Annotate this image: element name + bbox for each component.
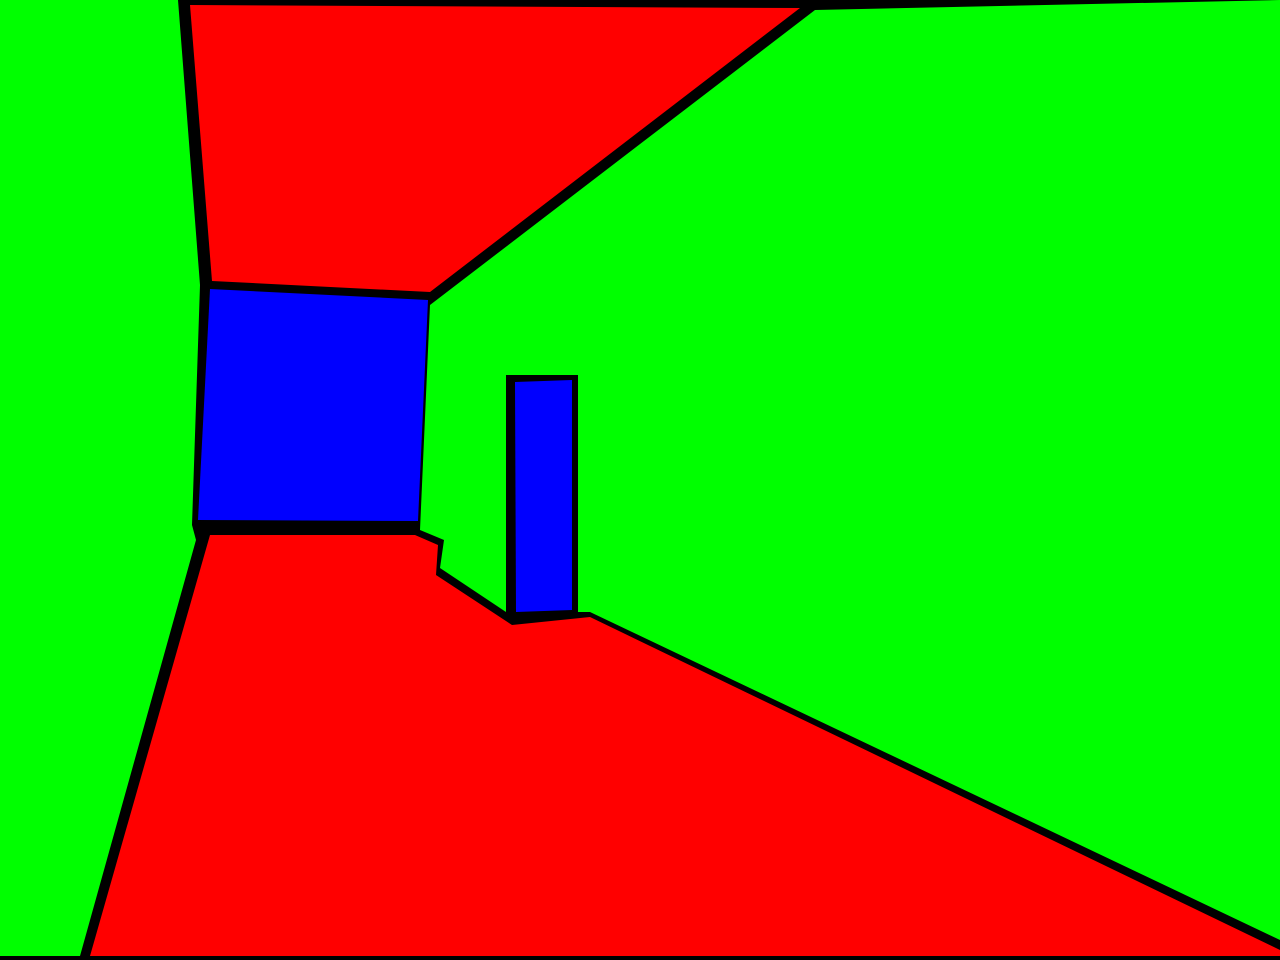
side-doorway[interactable]	[515, 380, 572, 612]
floor	[90, 535, 1280, 956]
ceiling	[190, 5, 800, 292]
right-wall	[420, 0, 1280, 940]
far-end-wall	[198, 289, 428, 521]
left-wall	[0, 0, 200, 956]
